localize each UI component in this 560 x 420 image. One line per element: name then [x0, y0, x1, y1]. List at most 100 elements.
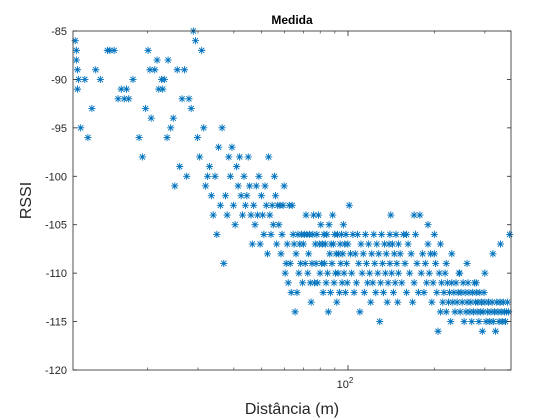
data-point	[345, 201, 353, 209]
data-point	[505, 308, 513, 316]
data-point	[336, 240, 344, 248]
data-point	[252, 182, 260, 190]
data-point	[459, 279, 467, 287]
data-point	[335, 288, 344, 297]
data-point	[424, 240, 432, 248]
data-point	[322, 279, 330, 287]
data-point	[348, 269, 356, 277]
data-point	[368, 250, 376, 258]
data-point	[343, 279, 351, 287]
plot-area	[73, 31, 511, 370]
data-point	[414, 288, 423, 297]
data-point	[378, 230, 386, 238]
data-point	[409, 298, 417, 306]
data-point	[233, 163, 241, 171]
data-point	[416, 211, 424, 219]
data-point	[339, 250, 347, 258]
data-point	[268, 201, 276, 209]
data-point	[425, 269, 433, 277]
data-point	[193, 133, 202, 142]
data-point	[423, 279, 431, 287]
data-point	[263, 250, 272, 258]
data-point	[229, 201, 238, 209]
data-point	[72, 46, 80, 54]
data-point	[198, 46, 206, 54]
data-point	[325, 221, 333, 229]
data-point	[314, 279, 322, 287]
data-point	[452, 279, 460, 287]
data-point	[480, 288, 488, 297]
data-point	[226, 172, 234, 180]
data-point	[138, 153, 146, 161]
data-point	[71, 37, 79, 45]
data-point	[362, 259, 371, 268]
data-point	[205, 163, 214, 171]
data-point	[74, 75, 83, 84]
data-point	[472, 279, 480, 287]
data-point	[501, 317, 510, 326]
data-point	[360, 288, 368, 297]
data-point	[329, 240, 337, 248]
data-point	[465, 288, 473, 297]
data-point	[216, 201, 224, 209]
data-point	[72, 56, 80, 64]
data-point	[155, 85, 163, 93]
data-point	[289, 230, 297, 238]
data-point	[372, 288, 380, 297]
data-point	[321, 240, 329, 248]
data-point	[373, 240, 381, 248]
data-point	[319, 288, 327, 297]
data-point	[461, 288, 469, 297]
data-point	[294, 230, 302, 238]
data-point	[304, 269, 312, 277]
data-point	[211, 172, 219, 180]
data-point	[338, 279, 346, 287]
data-point	[430, 230, 438, 238]
data-point	[129, 75, 137, 84]
data-point	[383, 298, 391, 306]
data-point	[151, 66, 159, 74]
data-point	[431, 259, 440, 268]
data-point	[223, 211, 231, 219]
data-point	[213, 230, 221, 238]
data-point	[457, 288, 465, 297]
data-point	[159, 85, 167, 93]
y-axis-label: RSSI	[18, 182, 35, 219]
data-point	[374, 269, 382, 277]
data-point	[178, 95, 186, 103]
data-point	[435, 269, 443, 277]
data-point	[481, 298, 489, 306]
data-point	[220, 259, 228, 268]
data-point	[122, 85, 131, 93]
data-point	[410, 279, 418, 287]
data-point	[236, 153, 244, 161]
data-point	[393, 259, 401, 268]
data-point	[153, 56, 161, 64]
data-point	[342, 230, 350, 238]
data-point	[207, 192, 215, 200]
data-point	[380, 240, 389, 248]
data-point	[144, 46, 152, 54]
data-point	[488, 298, 496, 306]
data-point	[221, 192, 230, 200]
data-point	[313, 230, 321, 238]
data-point	[202, 182, 210, 190]
data-point	[270, 172, 279, 180]
data-point	[275, 221, 283, 229]
data-point	[146, 66, 154, 74]
data-point	[402, 288, 411, 297]
data-point	[448, 279, 456, 287]
data-point	[279, 201, 287, 209]
data-point	[125, 95, 133, 103]
data-point	[167, 124, 175, 132]
data-point	[469, 288, 477, 297]
data-point	[218, 124, 226, 132]
data-point	[382, 250, 390, 258]
data-point	[248, 240, 256, 248]
data-point	[450, 288, 458, 297]
data-point	[209, 211, 217, 219]
data-point	[261, 182, 269, 190]
data-point	[389, 288, 398, 297]
data-point	[283, 240, 291, 248]
